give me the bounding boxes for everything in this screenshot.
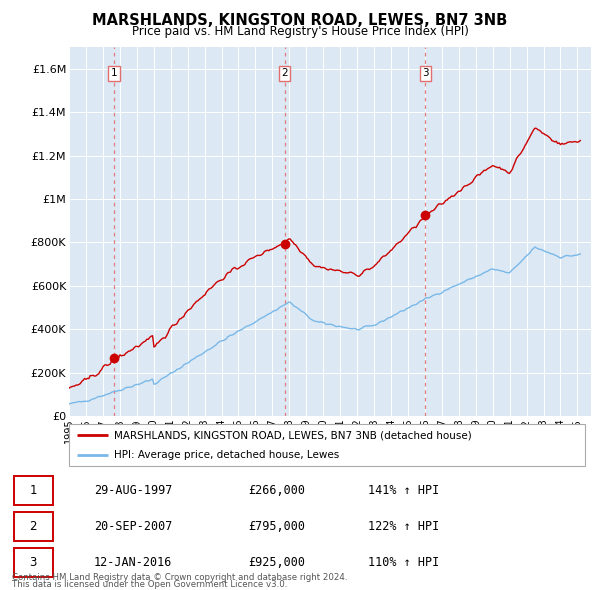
FancyBboxPatch shape <box>14 476 53 505</box>
FancyBboxPatch shape <box>14 548 53 578</box>
Text: 3: 3 <box>422 68 429 78</box>
Text: 3: 3 <box>29 556 37 569</box>
Text: 122% ↑ HPI: 122% ↑ HPI <box>368 520 439 533</box>
Text: MARSHLANDS, KINGSTON ROAD, LEWES, BN7 3NB (detached house): MARSHLANDS, KINGSTON ROAD, LEWES, BN7 3N… <box>115 430 472 440</box>
Text: 12-JAN-2016: 12-JAN-2016 <box>94 556 172 569</box>
FancyBboxPatch shape <box>69 424 585 466</box>
Text: 1: 1 <box>29 484 37 497</box>
Text: £266,000: £266,000 <box>248 484 305 497</box>
Text: 2: 2 <box>29 520 37 533</box>
Text: 141% ↑ HPI: 141% ↑ HPI <box>368 484 439 497</box>
FancyBboxPatch shape <box>14 512 53 541</box>
Text: £795,000: £795,000 <box>248 520 305 533</box>
Text: 2: 2 <box>281 68 288 78</box>
Text: Contains HM Land Registry data © Crown copyright and database right 2024.: Contains HM Land Registry data © Crown c… <box>12 573 347 582</box>
Text: HPI: Average price, detached house, Lewes: HPI: Average price, detached house, Lewe… <box>115 450 340 460</box>
Text: 1: 1 <box>110 68 117 78</box>
Text: This data is licensed under the Open Government Licence v3.0.: This data is licensed under the Open Gov… <box>12 581 287 589</box>
Text: 29-AUG-1997: 29-AUG-1997 <box>94 484 172 497</box>
Text: MARSHLANDS, KINGSTON ROAD, LEWES, BN7 3NB: MARSHLANDS, KINGSTON ROAD, LEWES, BN7 3N… <box>92 13 508 28</box>
Text: 110% ↑ HPI: 110% ↑ HPI <box>368 556 439 569</box>
Text: £925,000: £925,000 <box>248 556 305 569</box>
Text: Price paid vs. HM Land Registry's House Price Index (HPI): Price paid vs. HM Land Registry's House … <box>131 25 469 38</box>
Text: 20-SEP-2007: 20-SEP-2007 <box>94 520 172 533</box>
